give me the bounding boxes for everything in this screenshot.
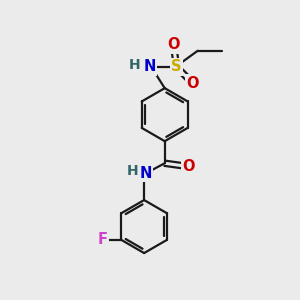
Text: N: N (140, 166, 152, 181)
Text: S: S (171, 59, 182, 74)
Text: O: O (186, 76, 199, 91)
Text: H: H (129, 58, 140, 73)
Text: H: H (127, 164, 138, 178)
Text: N: N (144, 59, 156, 74)
Text: F: F (98, 232, 108, 247)
Text: O: O (183, 159, 195, 174)
Text: O: O (167, 38, 180, 52)
